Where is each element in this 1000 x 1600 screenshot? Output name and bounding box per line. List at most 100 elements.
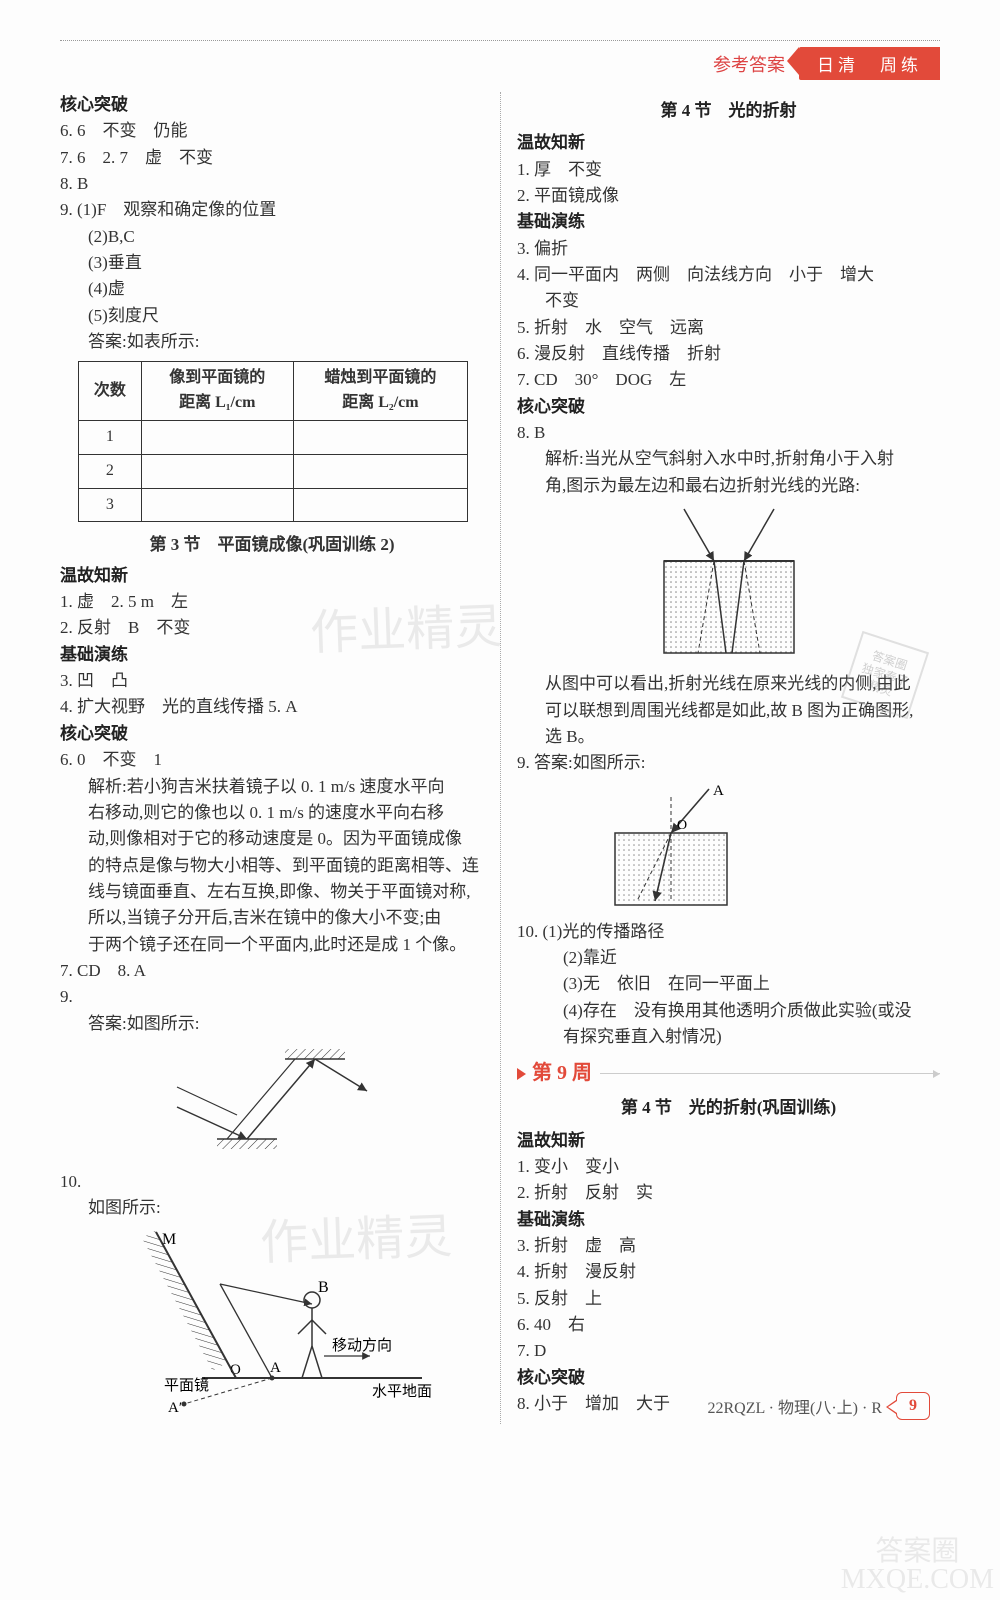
label-M: M — [162, 1231, 176, 1248]
c2-8: 8. 小于 增加 大于 — [517, 1394, 670, 1413]
week-9-row: 第 9 周 — [517, 1058, 940, 1089]
c10: 10. — [60, 1172, 81, 1191]
table-row: 3 — [79, 488, 468, 522]
j3: 3. 凹 凸 — [60, 671, 128, 690]
c6-exp: 所以,当镜子分开后,吉米在镜中的像大小不变;由 — [60, 905, 484, 931]
section-3-title: 第 3 节 平面镜成像(巩固训练 2) — [60, 532, 484, 558]
c7: 7. CD 8. A — [60, 961, 146, 980]
table-row: 2 — [79, 454, 468, 488]
w1: 1. 虚 2. 5 m 左 — [60, 592, 188, 611]
figure-9-mirrors — [167, 1043, 377, 1163]
rw2: 2. 平面镜成像 — [517, 186, 619, 205]
c6-exp: 线与镜面垂直、左右互换,即像、物关于平面镜对称, — [60, 879, 484, 905]
left-column: 核心突破 6. 6 不变 仍能 7. 6 2. 7 虚 不变 8. B 9. (… — [60, 92, 500, 1424]
rc10-4a: (4)存在 没有换用其他透明介质做此实验(或没 — [517, 998, 940, 1024]
core-breakthrough-head: 核心突破 — [60, 95, 128, 114]
rj4-1: 4. 同一平面内 两侧 向法线方向 小于 增大 — [517, 265, 874, 284]
c6-exp: 的特点是像与物大小相等、到平面镜的距离相等、连 — [60, 853, 484, 879]
wengu-head-r: 温故知新 — [517, 133, 585, 152]
core2-head-r: 核心突破 — [517, 1368, 585, 1387]
rc10-4b: 有探究垂直入射情况) — [517, 1024, 940, 1050]
th-l2: 蜡烛到平面镜的 距离 L₂/cm — [293, 362, 467, 421]
label-mirror: 平面镜 — [164, 1376, 209, 1394]
rc9: 9. 答案:如图所示: — [517, 753, 645, 772]
figure-9-refraction: A O — [597, 783, 747, 913]
wengu-head: 温故知新 — [60, 566, 128, 585]
ans-9-4: (4)虚 — [60, 276, 484, 302]
ans-8: 8. B — [60, 174, 88, 193]
jichu-head-r: 基础演练 — [517, 212, 585, 231]
c9-ans: 答案:如图所示: — [60, 1011, 484, 1037]
w2-1: 1. 变小 变小 — [517, 1157, 619, 1176]
c6-exp: 右移动,则它的像也以 0. 1 m/s 的速度水平向右移 — [60, 800, 484, 826]
rj4-2: 不变 — [517, 288, 940, 314]
figure-refraction-cone — [634, 505, 824, 665]
label-dir: 移动方向 — [332, 1337, 392, 1354]
ans-9-2: (2)B,C — [60, 224, 484, 250]
label-O: O — [677, 818, 687, 833]
figure-10-plane-mirror: M 水平地面 平面镜 O B A A′ — [112, 1228, 432, 1418]
c9: 9. — [60, 987, 73, 1006]
rc10-1: 10. (1)光的传播路径 — [517, 922, 664, 941]
th-index: 次数 — [79, 362, 142, 421]
label-ground: 水平地面 — [372, 1383, 432, 1400]
ans-9-1: 9. (1)F 观察和确定像的位置 — [60, 200, 276, 219]
rc8-e: 从图中可以看出,折射光线在原来光线的内侧,由此 — [517, 671, 940, 697]
j2-3: 3. 折射 虚 高 — [517, 1236, 636, 1255]
section-4-title: 第 4 节 光的折射 — [517, 98, 940, 124]
section-4b-title: 第 4 节 光的折射(巩固训练) — [517, 1095, 940, 1121]
c6-exp: 动,则像相对于它的移动速度是 0。因为平面镜成像 — [60, 826, 484, 852]
jichu2-head: 基础演练 — [517, 1210, 585, 1229]
w2: 2. 反射 B 不变 — [60, 618, 190, 637]
rw1: 1. 厚 不变 — [517, 160, 602, 179]
label-A: A — [713, 783, 724, 799]
jichu-head: 基础演练 — [60, 645, 128, 664]
ans-7: 7. 6 2. 7 虚 不变 — [60, 148, 213, 167]
footer-code: 22RQZL · 物理(八·上) · R — [708, 1394, 883, 1418]
wengu2-head: 温故知新 — [517, 1131, 585, 1150]
c6: 6. 0 不变 1 — [60, 750, 162, 769]
w2-2: 2. 折射 反射 实 — [517, 1183, 653, 1202]
j4: 4. 扩大视野 光的直线传播 5. A — [60, 697, 298, 716]
c6-exp: 于两个镜子还在同一个平面内,此时还是成 1 个像。 — [60, 932, 484, 958]
corner-watermark: 答案圈 MXQE.COM — [841, 1538, 994, 1594]
header-ref-title: 参考答案 — [713, 51, 785, 77]
rj7: 7. CD 30° DOG 左 — [517, 370, 686, 389]
ans-9-3: (3)垂直 — [60, 250, 484, 276]
th-l1: 像到平面镜的 距离 L₁/cm — [141, 362, 293, 421]
page-number: 9 — [896, 1392, 930, 1420]
footer: 22RQZL · 物理(八·上) · R 9 — [708, 1392, 931, 1420]
ans-9-5: (5)刻度尺 — [60, 303, 484, 329]
rc8-e: 可以联想到周围光线都是如此,故 B 图为正确图形, — [517, 698, 940, 724]
bullet-icon — [517, 1068, 526, 1080]
rj3: 3. 偏折 — [517, 239, 568, 258]
rc10-2: (2)靠近 — [517, 945, 940, 971]
week-9-label: 第 9 周 — [532, 1058, 592, 1089]
label-B: B — [318, 1279, 329, 1296]
rc8: 8. B — [517, 423, 545, 442]
rc8-e: 角,图示为最左边和最右边折射光线的光路: — [517, 473, 940, 499]
header: 参考答案 日清 周练 — [60, 47, 940, 80]
rj6: 6. 漫反射 直线传播 折射 — [517, 344, 721, 363]
experiment-table: 次数 像到平面镜的 距离 L₁/cm 蜡烛到平面镜的 距离 L₂/cm 1 2 … — [78, 361, 468, 522]
core-head-r: 核心突破 — [517, 397, 585, 416]
header-badge: 日清 周练 — [799, 47, 940, 80]
rj5: 5. 折射 水 空气 远离 — [517, 318, 704, 337]
j2-7: 7. D — [517, 1341, 546, 1360]
label-A: A — [270, 1360, 281, 1376]
j2-5: 5. 反射 上 — [517, 1289, 602, 1308]
core-head-2: 核心突破 — [60, 724, 128, 743]
j2-4: 4. 折射 漫反射 — [517, 1262, 636, 1281]
rc8-e: 选 B。 — [517, 724, 940, 750]
j2-6: 6. 40 右 — [517, 1315, 585, 1334]
ans-6: 6. 6 不变 仍能 — [60, 121, 188, 140]
rc8-e: 解析:当光从空气斜射入水中时,折射角小于入射 — [517, 446, 940, 472]
ans-9-table-caption: 答案:如表所示: — [60, 329, 484, 355]
label-Ap: A′ — [168, 1400, 182, 1416]
c6-exp: 解析:若小狗吉米扶着镜子以 0. 1 m/s 速度水平向 — [60, 774, 484, 800]
c10-ans: 如图所示: — [60, 1195, 484, 1221]
week-arrow-icon — [600, 1073, 940, 1074]
rc10-3: (3)无 依旧 在同一平面上 — [517, 971, 940, 997]
table-row: 1 — [79, 421, 468, 455]
right-column: 第 4 节 光的折射 温故知新 1. 厚 不变 2. 平面镜成像 基础演练 3.… — [500, 92, 940, 1424]
